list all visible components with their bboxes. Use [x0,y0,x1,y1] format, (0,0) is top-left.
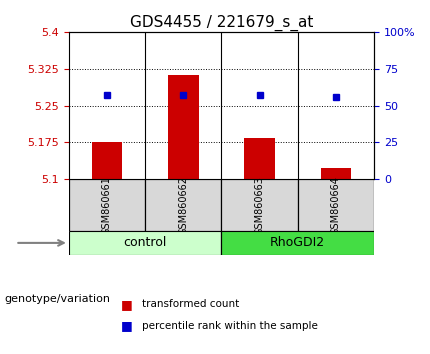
Bar [69,179,145,231]
Bar [92,142,122,179]
Title: GDS4455 / 221679_s_at: GDS4455 / 221679_s_at [130,14,313,30]
Text: control: control [123,236,167,250]
Text: ■: ■ [120,319,132,332]
Text: percentile rank within the sample: percentile rank within the sample [142,321,318,331]
Text: GSM860664: GSM860664 [331,176,341,235]
Bar [244,138,275,179]
Bar [168,75,199,179]
Bar [298,179,374,231]
Bar [69,231,221,255]
Text: genotype/variation: genotype/variation [4,294,111,304]
Text: ■: ■ [120,298,132,311]
Bar [221,179,298,231]
Text: transformed count: transformed count [142,299,239,309]
Bar [321,169,351,179]
Bar [221,231,374,255]
Text: GSM860663: GSM860663 [255,176,264,235]
Text: GSM860661: GSM860661 [102,176,112,235]
Text: RhoGDI2: RhoGDI2 [270,236,326,250]
Bar [145,179,221,231]
Text: GSM860662: GSM860662 [178,176,188,235]
